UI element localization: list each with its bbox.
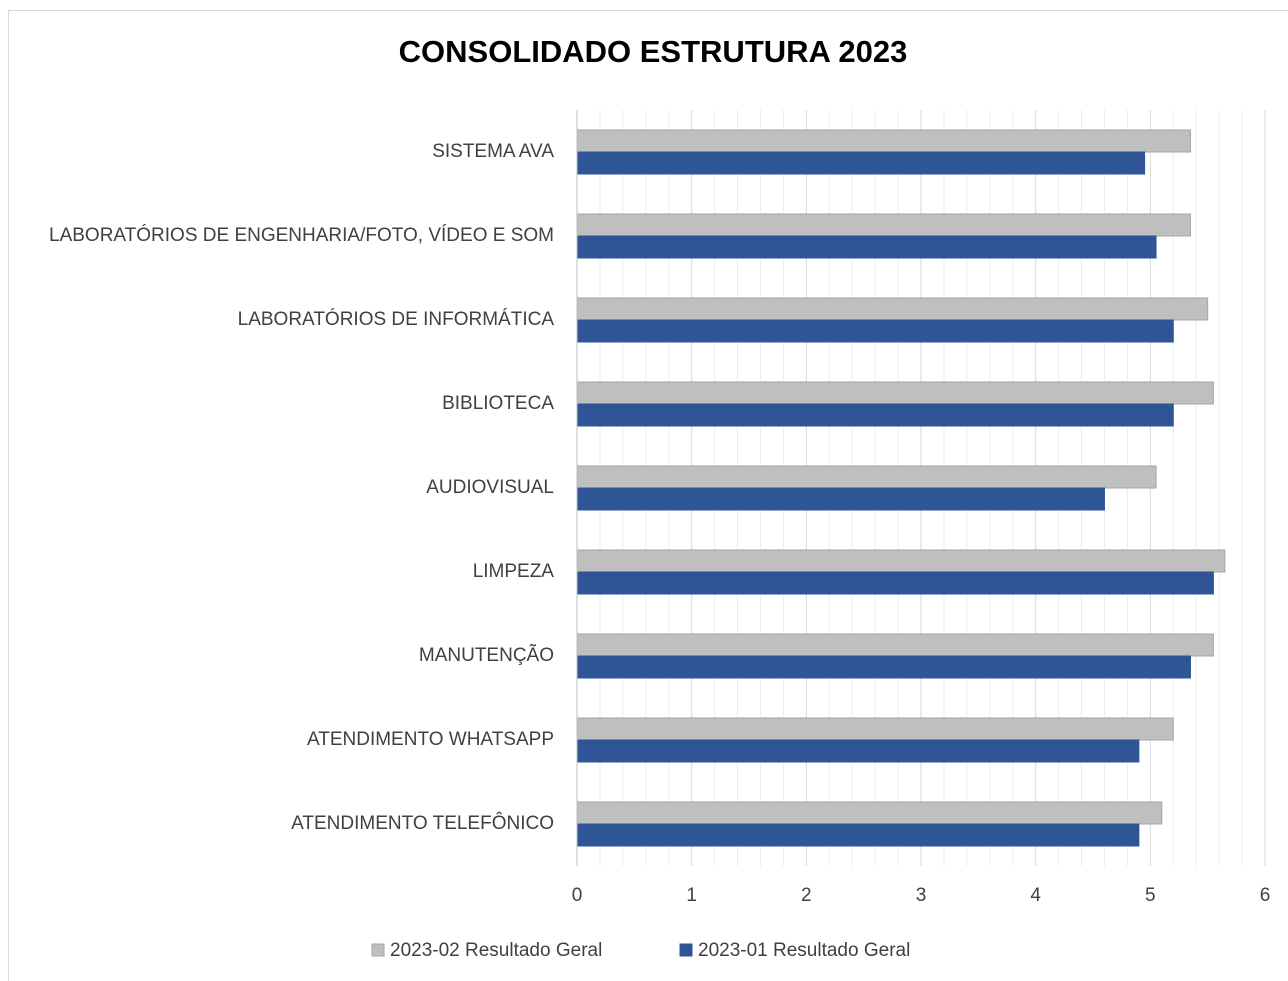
bar (576, 717, 1174, 741)
legend-label: 2023-02 Resultado Geral (390, 940, 602, 961)
y-tick-label: LABORATÓRIOS DE INFORMÁTICA (238, 308, 555, 330)
legend-label: 2023-01 Resultado Geral (698, 940, 910, 961)
x-tick-label: 0 (572, 885, 583, 906)
y-tick-label: ATENDIMENTO WHATSAPP (307, 729, 554, 750)
y-tick-label: LIMPEZA (473, 561, 555, 582)
x-tick-label: 4 (1030, 885, 1041, 906)
x-tick-label: 3 (916, 885, 927, 906)
bar (576, 381, 1214, 405)
bar (576, 403, 1174, 427)
bar (576, 465, 1157, 489)
bar (576, 571, 1214, 595)
bar (576, 655, 1191, 679)
bar (576, 739, 1140, 763)
legend-swatch (371, 943, 385, 957)
bar (576, 487, 1105, 511)
x-tick-label: 1 (686, 885, 697, 906)
chart-title: CONSOLIDADO ESTRUTURA 2023 (399, 34, 908, 69)
x-tick-label: 6 (1260, 885, 1271, 906)
bar (576, 801, 1163, 825)
y-tick-label: ATENDIMENTO TELEFÔNICO (291, 812, 554, 834)
x-tick-label: 5 (1145, 885, 1156, 906)
bar (576, 633, 1214, 657)
y-tick-label: SISTEMA AVA (432, 141, 554, 162)
legend-swatch (679, 943, 693, 957)
y-tick-label: LABORATÓRIOS DE ENGENHARIA/FOTO, VÍDEO E… (49, 224, 554, 246)
bar (576, 235, 1157, 259)
y-tick-label: AUDIOVISUAL (426, 477, 554, 498)
bar (576, 151, 1146, 175)
y-tick-label: MANUTENÇÃO (419, 644, 554, 666)
bar (576, 297, 1209, 321)
bar (576, 823, 1140, 847)
x-tick-label: 2 (801, 885, 812, 906)
bar (576, 319, 1174, 343)
bar (576, 213, 1191, 237)
bar (576, 129, 1191, 153)
y-tick-label: BIBLIOTECA (442, 393, 554, 414)
bar (576, 549, 1226, 573)
